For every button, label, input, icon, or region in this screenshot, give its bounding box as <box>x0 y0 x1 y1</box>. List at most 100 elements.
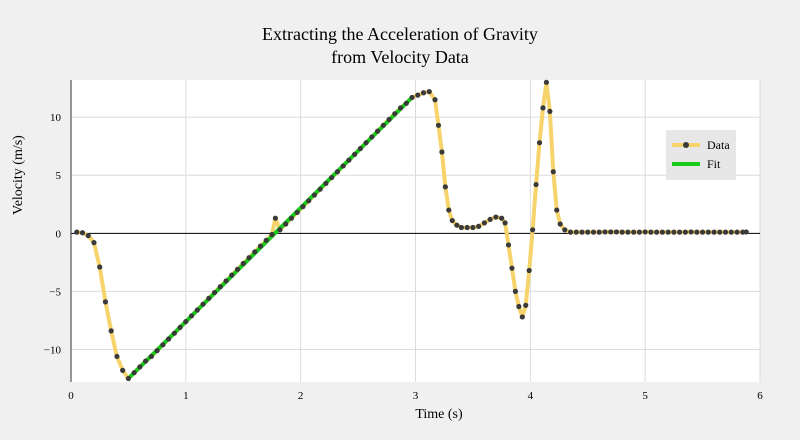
data-point <box>306 198 312 204</box>
data-point <box>409 94 415 101</box>
data-point <box>194 307 200 313</box>
data-point <box>252 249 258 255</box>
data-point <box>166 336 172 342</box>
data-point <box>334 169 341 175</box>
data-point <box>585 229 591 235</box>
data-point <box>363 140 369 146</box>
chart-title-line-2: from Velocity Data <box>331 47 469 67</box>
data-point <box>420 90 427 96</box>
data-point <box>439 149 445 155</box>
data-point <box>659 229 665 235</box>
data-point <box>257 243 264 249</box>
data-point <box>493 214 499 220</box>
data-point <box>386 116 392 123</box>
data-point <box>596 229 602 235</box>
data-point <box>509 265 515 271</box>
data-point <box>543 79 550 85</box>
data-point <box>283 221 289 227</box>
x-tick-label: 4 <box>528 390 534 402</box>
data-point <box>79 230 86 236</box>
data-point <box>223 278 229 284</box>
data-point <box>97 264 103 270</box>
data-point <box>619 229 625 235</box>
data-point <box>540 105 546 111</box>
y-tick-label: −10 <box>44 344 62 356</box>
data-point <box>74 229 80 235</box>
legend-label-data: Data <box>707 138 730 152</box>
data-point <box>442 184 448 190</box>
data-point <box>699 229 706 235</box>
y-tick-label: −5 <box>49 286 61 298</box>
series-layer <box>74 79 749 382</box>
data-point <box>688 229 694 235</box>
data-point <box>137 364 143 370</box>
data-point <box>329 174 335 181</box>
data-point <box>375 128 381 134</box>
legend-label-fit: Fit <box>707 157 721 171</box>
data-point <box>519 314 525 320</box>
data-point <box>234 266 241 272</box>
data-point <box>648 229 654 235</box>
data-point <box>476 223 482 229</box>
data-point <box>269 231 275 238</box>
data-point <box>432 97 438 103</box>
data-point <box>240 260 246 267</box>
data-point <box>154 348 160 354</box>
data-point <box>579 229 585 235</box>
data-point <box>392 111 398 117</box>
data-point <box>502 220 508 226</box>
data-point <box>415 92 421 98</box>
data-point <box>288 215 295 221</box>
data-point <box>435 122 442 128</box>
data-point <box>602 229 608 235</box>
x-tick-label: 0 <box>68 390 74 402</box>
data-point <box>705 229 711 235</box>
data-point <box>526 267 532 274</box>
data-point <box>516 303 522 310</box>
data-point <box>446 207 452 213</box>
legend-data-marker <box>683 142 689 148</box>
legend[interactable]: Data Fit <box>666 130 736 180</box>
data-point <box>449 217 455 224</box>
data-point <box>300 204 306 210</box>
x-tick-label: 1 <box>183 390 189 402</box>
data-point <box>148 353 154 360</box>
data-point <box>636 229 643 235</box>
data-point <box>470 224 476 231</box>
data-point <box>108 328 114 334</box>
data-point <box>143 358 149 364</box>
x-tick-label: 2 <box>298 390 304 402</box>
data-point <box>717 229 723 235</box>
data-point <box>562 227 568 233</box>
data-point <box>183 319 189 325</box>
data-point <box>102 299 109 305</box>
data-point <box>728 229 734 235</box>
data-point <box>369 134 375 140</box>
data-point <box>91 240 97 246</box>
data-point <box>346 157 352 163</box>
data-point <box>631 229 637 235</box>
x-tick-label: 6 <box>757 390 763 402</box>
data-point <box>487 216 493 222</box>
data-point <box>523 302 529 308</box>
data-point <box>211 289 218 296</box>
data-point <box>263 237 269 243</box>
data-point <box>171 330 177 336</box>
data-point <box>654 229 660 235</box>
data-point <box>177 324 183 331</box>
data-point <box>567 229 574 235</box>
data-point <box>665 229 671 235</box>
data-point <box>397 105 404 111</box>
data-point <box>294 209 300 216</box>
data-point <box>454 222 460 228</box>
data-point <box>357 145 363 152</box>
data-point <box>573 229 579 235</box>
data-point <box>311 192 318 198</box>
data-point <box>557 221 563 227</box>
data-point <box>120 367 126 373</box>
data-point <box>547 108 553 114</box>
x-axis-title: Time (s) <box>415 407 463 422</box>
data-point <box>590 229 597 235</box>
data-point <box>200 301 206 307</box>
